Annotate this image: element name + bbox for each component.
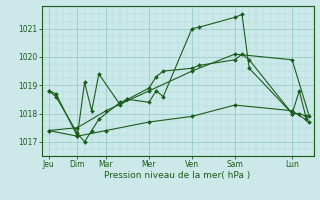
X-axis label: Pression niveau de la mer( hPa ): Pression niveau de la mer( hPa ) xyxy=(104,171,251,180)
